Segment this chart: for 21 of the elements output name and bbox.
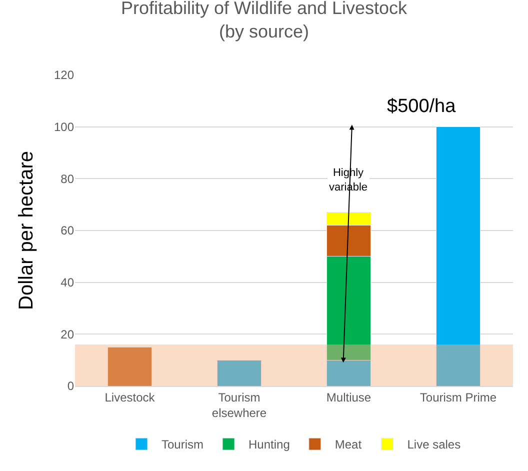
legend-label: Live sales (407, 438, 461, 452)
y-tick-label: 80 (60, 172, 74, 186)
y-tick-label: 60 (60, 224, 74, 238)
annotation: $500/ha (387, 96, 456, 117)
bar (108, 346, 152, 386)
y-tick-label: 0 (67, 379, 74, 394)
legend-label: Tourism (162, 438, 204, 452)
bar (436, 126, 480, 386)
chart-title: Profitability of Wildlife and Livestock (by source) (120, 0, 408, 42)
x-tick-label: Multiuse (326, 390, 372, 404)
y-tick-label: 100 (54, 120, 74, 134)
legend-label: Meat (334, 438, 362, 452)
y-tick-label: 120 (54, 68, 74, 82)
x-tick-label: Tourism Prime (420, 390, 497, 404)
y-axis-title: Dollar per hectare (15, 151, 38, 310)
y-tick-label: 20 (60, 327, 74, 342)
x-tick-label: Tourism elsewhere (212, 390, 267, 420)
x-tick-label: Livestock (104, 390, 156, 404)
y-tick-label: 40 (60, 276, 74, 290)
legend-label: Hunting (248, 438, 290, 452)
bar (217, 360, 262, 386)
